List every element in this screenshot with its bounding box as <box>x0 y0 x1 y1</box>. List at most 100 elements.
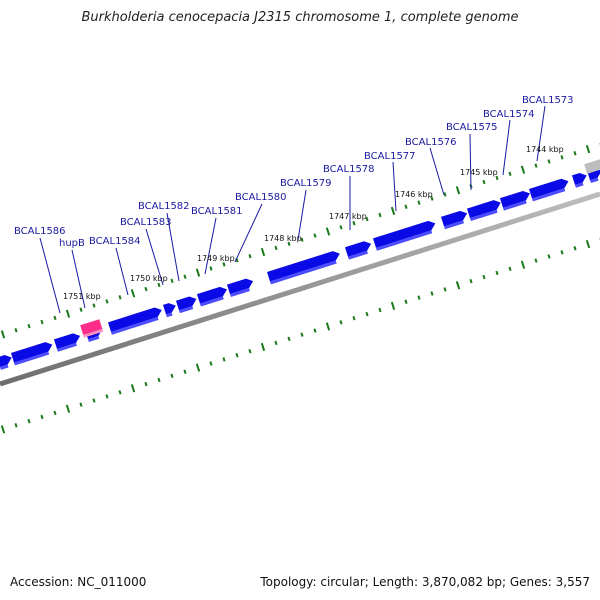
gene-shade <box>575 182 584 188</box>
minor-tick <box>27 323 31 329</box>
major-tick <box>585 145 591 154</box>
minor-tick <box>183 369 187 374</box>
major-tick <box>195 363 201 372</box>
minor-tick <box>222 262 226 267</box>
minor-tick <box>378 307 382 313</box>
minor-tick <box>248 253 252 259</box>
minor-tick <box>573 151 577 156</box>
gene-label-bcal1574: BCAL1574 <box>483 109 535 120</box>
minor-tick <box>287 241 291 247</box>
minor-tick <box>547 254 551 259</box>
scale-label: 1750 kbp <box>130 274 168 283</box>
minor-tick <box>144 286 148 292</box>
major-tick <box>260 342 266 352</box>
gene-shade <box>199 296 224 307</box>
gene-arrow <box>0 355 12 370</box>
gene-shade <box>178 306 194 314</box>
major-tick <box>130 289 136 298</box>
minor-tick <box>53 315 57 321</box>
topology-text: Topology: circular; Length: 3,870,082 bp… <box>260 575 590 589</box>
scale-label: 1749 kbp <box>197 254 235 263</box>
gene-label-bcal1575: BCAL1575 <box>446 122 498 133</box>
gene-arrow <box>107 307 162 335</box>
gene-label-bcal1579: BCAL1579 <box>280 178 332 189</box>
gene-grey-body <box>584 158 600 174</box>
major-tick <box>390 301 396 310</box>
minor-tick <box>352 316 356 321</box>
minor-tick <box>339 225 343 230</box>
rna-body <box>80 319 103 335</box>
minor-tick <box>547 159 551 164</box>
gene-shade <box>531 188 566 202</box>
gene-body <box>372 220 436 248</box>
leader-line <box>145 228 164 286</box>
gene-body <box>10 342 53 363</box>
scale-ticks-inner <box>0 237 600 434</box>
gene-body <box>571 172 587 185</box>
minor-tick <box>430 196 434 201</box>
minor-tick <box>105 299 109 304</box>
minor-tick <box>339 320 343 325</box>
gene-arrow <box>196 286 227 307</box>
scale-label: 1747 kbp <box>329 212 367 221</box>
major-tick <box>325 322 331 331</box>
scale-label: 1751 kbp <box>63 292 101 301</box>
minor-tick <box>14 328 18 333</box>
gene-labels: BCAL1573 BCAL1574 BCAL1575 BCAL1576 BCAL… <box>14 95 574 249</box>
gene-arrow <box>499 190 530 211</box>
gene-shade <box>270 260 337 285</box>
minor-tick <box>534 163 538 168</box>
major-tick <box>260 247 266 257</box>
gene-arrow <box>10 342 53 366</box>
gene-label-bcal1581: BCAL1581 <box>191 206 243 217</box>
major-tick <box>455 281 461 290</box>
minor-tick <box>430 291 434 296</box>
minor-tick <box>404 299 408 304</box>
minor-tick <box>417 200 421 205</box>
gene-arrow-grey <box>584 158 600 174</box>
minor-tick <box>118 295 122 300</box>
accession-text: Accession: NC_011000 <box>10 575 147 589</box>
gene-shade <box>503 200 527 211</box>
map-title: Burkholderia cenocepacia J2315 chromosom… <box>81 10 519 25</box>
leader-line <box>204 217 217 275</box>
gene-body <box>466 200 501 219</box>
minor-tick <box>209 361 213 366</box>
minor-tick <box>482 179 486 185</box>
leader-line <box>536 105 546 162</box>
rna-shade <box>83 328 104 338</box>
gene-body <box>226 278 254 295</box>
minor-tick <box>170 278 174 284</box>
scale-label: 1745 kbp <box>460 168 498 177</box>
gene-arrow <box>175 296 197 314</box>
major-tick <box>0 425 6 434</box>
minor-tick <box>222 357 226 362</box>
gene-shade <box>0 364 9 370</box>
gene-body <box>440 210 468 227</box>
gene-arrow <box>53 333 81 352</box>
gene-body <box>107 307 162 332</box>
gene-body <box>0 355 12 367</box>
leader-line <box>115 247 129 296</box>
gene-shade <box>376 230 433 251</box>
minor-tick <box>508 266 512 272</box>
minor-tick <box>14 423 18 428</box>
major-tick <box>585 240 591 249</box>
leader-line <box>71 249 86 309</box>
gene-shade <box>470 209 498 222</box>
gene-label-bcal1573: BCAL1573 <box>522 95 574 106</box>
gene-shade <box>166 312 173 318</box>
gene-track <box>0 158 600 370</box>
minor-tick <box>508 171 512 177</box>
minor-tick <box>443 287 447 292</box>
gene-label-bcal1582: BCAL1582 <box>138 201 190 212</box>
gene-label-bcal1578: BCAL1578 <box>323 164 375 175</box>
minor-tick <box>92 303 96 308</box>
scale-label: 1744 kbp <box>526 145 564 154</box>
minor-tick <box>313 233 317 238</box>
major-tick <box>0 330 6 339</box>
minor-tick <box>404 204 408 209</box>
leader-line <box>392 161 397 212</box>
minor-tick <box>53 410 57 416</box>
